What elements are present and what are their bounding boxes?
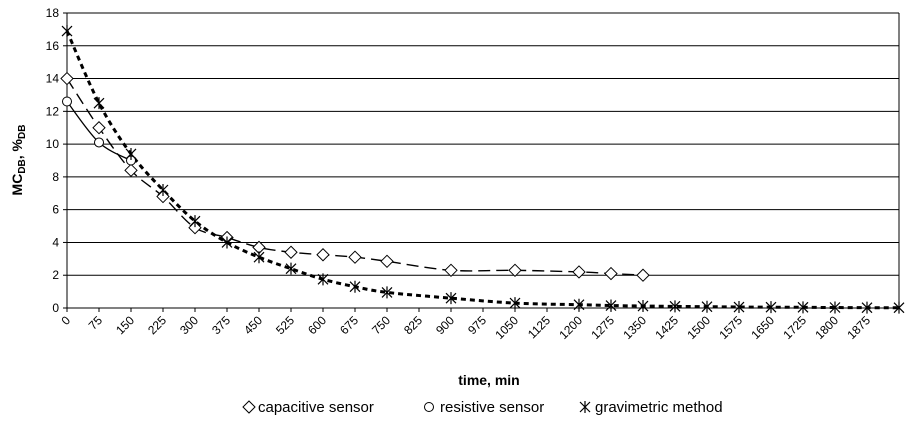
data-point-capacitive-sensor [124, 163, 138, 178]
x-axis-title: time, min [458, 372, 519, 388]
data-point-capacitive-sensor [572, 265, 586, 279]
x-tick-label: 375 [209, 313, 233, 337]
x-tick-label: 225 [145, 313, 169, 337]
y-tick-label: 12 [46, 104, 60, 118]
x-tick-label: 1650 [748, 313, 777, 342]
data-point-gravimetric-method [765, 301, 777, 314]
data-point-gravimetric-method [861, 301, 873, 314]
x-tick-label: 975 [465, 313, 489, 337]
data-point-capacitive-sensor [284, 245, 298, 259]
y-tick-label: 8 [52, 170, 59, 184]
x-tick-label: 1350 [620, 313, 649, 342]
data-point-gravimetric-method [93, 97, 105, 110]
data-point-gravimetric-method [797, 301, 809, 314]
data-point-capacitive-sensor [60, 71, 74, 86]
y-tick-label: 16 [46, 39, 60, 53]
x-tick-label: 1275 [588, 313, 617, 342]
legend-label-resistive-sensor: resistive sensor [440, 399, 544, 416]
x-tick-label: 300 [177, 313, 201, 337]
data-point-gravimetric-method [733, 301, 745, 314]
legend-label-capacitive-sensor: capacitive sensor [258, 399, 374, 416]
data-point-gravimetric-method [605, 299, 617, 312]
x-tick-label: 150 [113, 313, 137, 337]
data-point-gravimetric-method [221, 236, 233, 249]
legend-label-gravimetric-method: gravimetric method [595, 399, 723, 416]
data-point-capacitive-sensor [316, 248, 330, 262]
legend-marker-resistive-sensor [424, 402, 434, 412]
data-point-capacitive-sensor [444, 263, 458, 278]
axes [63, 12, 900, 312]
data-point-gravimetric-method [829, 301, 841, 314]
data-point-gravimetric-method [381, 286, 393, 299]
y-tick-label: 6 [52, 203, 59, 217]
data-point-gravimetric-method [701, 300, 713, 313]
data-point-gravimetric-method [253, 251, 265, 264]
data-point-capacitive-sensor [92, 121, 106, 135]
x-tick-label: 600 [305, 313, 329, 337]
y-tick-label: 0 [52, 301, 59, 315]
x-tick-label: 1050 [492, 313, 521, 342]
data-point-resistive-sensor [94, 137, 104, 148]
series-line-gravimetric-method [65, 30, 899, 310]
x-tick-labels: 0 75 150 225 300 375 450 525 600 675 750 825 900 975 1… [58, 313, 873, 342]
y-tick-label: 14 [46, 72, 60, 86]
data-point-gravimetric-method [157, 184, 169, 196]
y-tick-label: 4 [52, 235, 59, 249]
data-point-gravimetric-method [445, 292, 457, 305]
x-tick-label: 750 [369, 313, 393, 337]
y-axis-title-main: MC [9, 174, 25, 196]
data-point-gravimetric-method [285, 262, 297, 275]
data-point-capacitive-sensor [604, 266, 618, 281]
grid-lines [67, 12, 899, 309]
data-point-gravimetric-method [317, 273, 329, 286]
series-line-capacitive-sensor [66, 78, 644, 276]
legend-marker-capacitive-sensor [242, 400, 256, 414]
x-tick-label: 450 [241, 313, 265, 337]
x-tick-label: 675 [337, 313, 361, 337]
x-tick-label: 0 [58, 313, 73, 328]
legend-marker-gravimetric-method [579, 401, 591, 413]
data-point-capacitive-sensor [348, 250, 362, 264]
x-tick-label: 1125 [525, 313, 553, 341]
data-point-gravimetric-method [189, 215, 201, 228]
x-tick-label: 525 [273, 313, 297, 337]
data-point-gravimetric-method [509, 297, 521, 310]
data-point-gravimetric-method [61, 25, 73, 38]
data-point-resistive-sensor [62, 96, 72, 107]
data-point-gravimetric-method [669, 300, 681, 313]
x-tick-label: 1425 [652, 313, 681, 342]
y-axis-title-sub2: DB [17, 125, 28, 139]
x-tick-label: 1725 [780, 313, 809, 342]
data-point-gravimetric-method [893, 301, 905, 314]
legend: capacitive sensor resistive sensor gravime… [242, 399, 723, 416]
x-tick-label: 825 [401, 313, 425, 337]
x-tick-label: 1200 [556, 313, 585, 342]
y-tick-label: 10 [46, 137, 60, 151]
x-tick-label: 1875 [844, 313, 873, 342]
y-axis-title-sub1: DB [17, 159, 28, 173]
series-lines [65, 30, 899, 310]
y-tick-label: 2 [52, 268, 59, 282]
x-tick-label: 900 [433, 313, 457, 337]
data-point-gravimetric-method [125, 147, 137, 160]
x-tick-label: 75 [86, 313, 106, 333]
data-point-capacitive-sensor [508, 263, 522, 278]
data-point-capacitive-sensor [636, 268, 650, 282]
data-point-gravimetric-method [349, 280, 361, 293]
data-point-gravimetric-method [573, 298, 585, 311]
y-tick-label: 18 [46, 6, 60, 20]
x-tick-label: 1575 [716, 313, 745, 342]
data-point-gravimetric-method [637, 300, 649, 313]
x-tick-label: 1800 [812, 313, 841, 342]
y-axis-title-sep: , % [9, 138, 25, 159]
y-axis-title: MCDB, %DB [9, 125, 28, 196]
data-point-capacitive-sensor [380, 254, 394, 268]
y-tick-labels: 0 2 4 6 8 10 12 14 16 18 [46, 6, 60, 315]
series-markers [60, 25, 905, 314]
x-tick-label: 1500 [684, 313, 713, 342]
